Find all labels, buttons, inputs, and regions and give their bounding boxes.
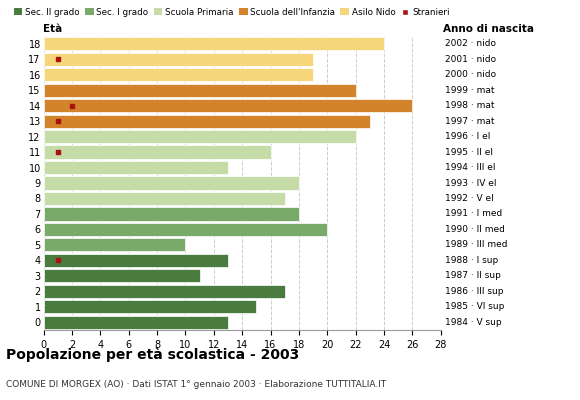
Bar [44,68,313,81]
Text: 2001 · nido: 2001 · nido [445,55,496,64]
Bar [44,53,313,66]
Text: 1992 · V el: 1992 · V el [445,194,494,203]
Text: 1985 · VI sup: 1985 · VI sup [445,302,504,311]
Text: 1994 · III el: 1994 · III el [445,163,495,172]
Text: COMUNE DI MORGEX (AO) · Dati ISTAT 1° gennaio 2003 · Elaborazione TUTTITALIA.IT: COMUNE DI MORGEX (AO) · Dati ISTAT 1° ge… [6,380,386,389]
Bar [44,114,370,128]
Bar [44,192,285,205]
Text: 1999 · mat: 1999 · mat [445,86,494,95]
Legend: Sec. II grado, Sec. I grado, Scuola Primaria, Scuola dell'Infanzia, Asilo Nido, : Sec. II grado, Sec. I grado, Scuola Prim… [10,4,453,20]
Bar [44,269,200,282]
Text: 1988 · I sup: 1988 · I sup [445,256,498,265]
Text: 1996 · I el: 1996 · I el [445,132,490,141]
Text: 1993 · IV el: 1993 · IV el [445,178,496,188]
Bar [44,254,228,267]
Text: 1989 · III med: 1989 · III med [445,240,507,249]
Bar [44,176,299,190]
Text: 1995 · II el: 1995 · II el [445,148,492,156]
Bar [44,316,228,329]
Bar [44,223,327,236]
Bar [44,99,412,112]
Text: Età: Età [44,24,63,34]
Bar [44,207,299,220]
Text: 1991 · I med: 1991 · I med [445,210,502,218]
Bar [44,285,285,298]
Bar [44,161,228,174]
Text: 2002 · nido: 2002 · nido [445,39,496,48]
Text: 1986 · III sup: 1986 · III sup [445,287,503,296]
Bar [44,130,356,143]
Bar [44,84,356,97]
Text: Anno di nascita: Anno di nascita [443,24,534,34]
Text: 1984 · V sup: 1984 · V sup [445,318,501,327]
Text: 1990 · II med: 1990 · II med [445,225,505,234]
Bar [44,146,270,159]
Bar [44,300,256,313]
Text: Popolazione per età scolastica - 2003: Popolazione per età scolastica - 2003 [6,348,299,362]
Text: 1997 · mat: 1997 · mat [445,117,494,126]
Text: 2000 · nido: 2000 · nido [445,70,496,79]
Bar [44,37,384,50]
Text: 1998 · mat: 1998 · mat [445,101,494,110]
Bar [44,238,186,252]
Text: 1987 · II sup: 1987 · II sup [445,271,501,280]
